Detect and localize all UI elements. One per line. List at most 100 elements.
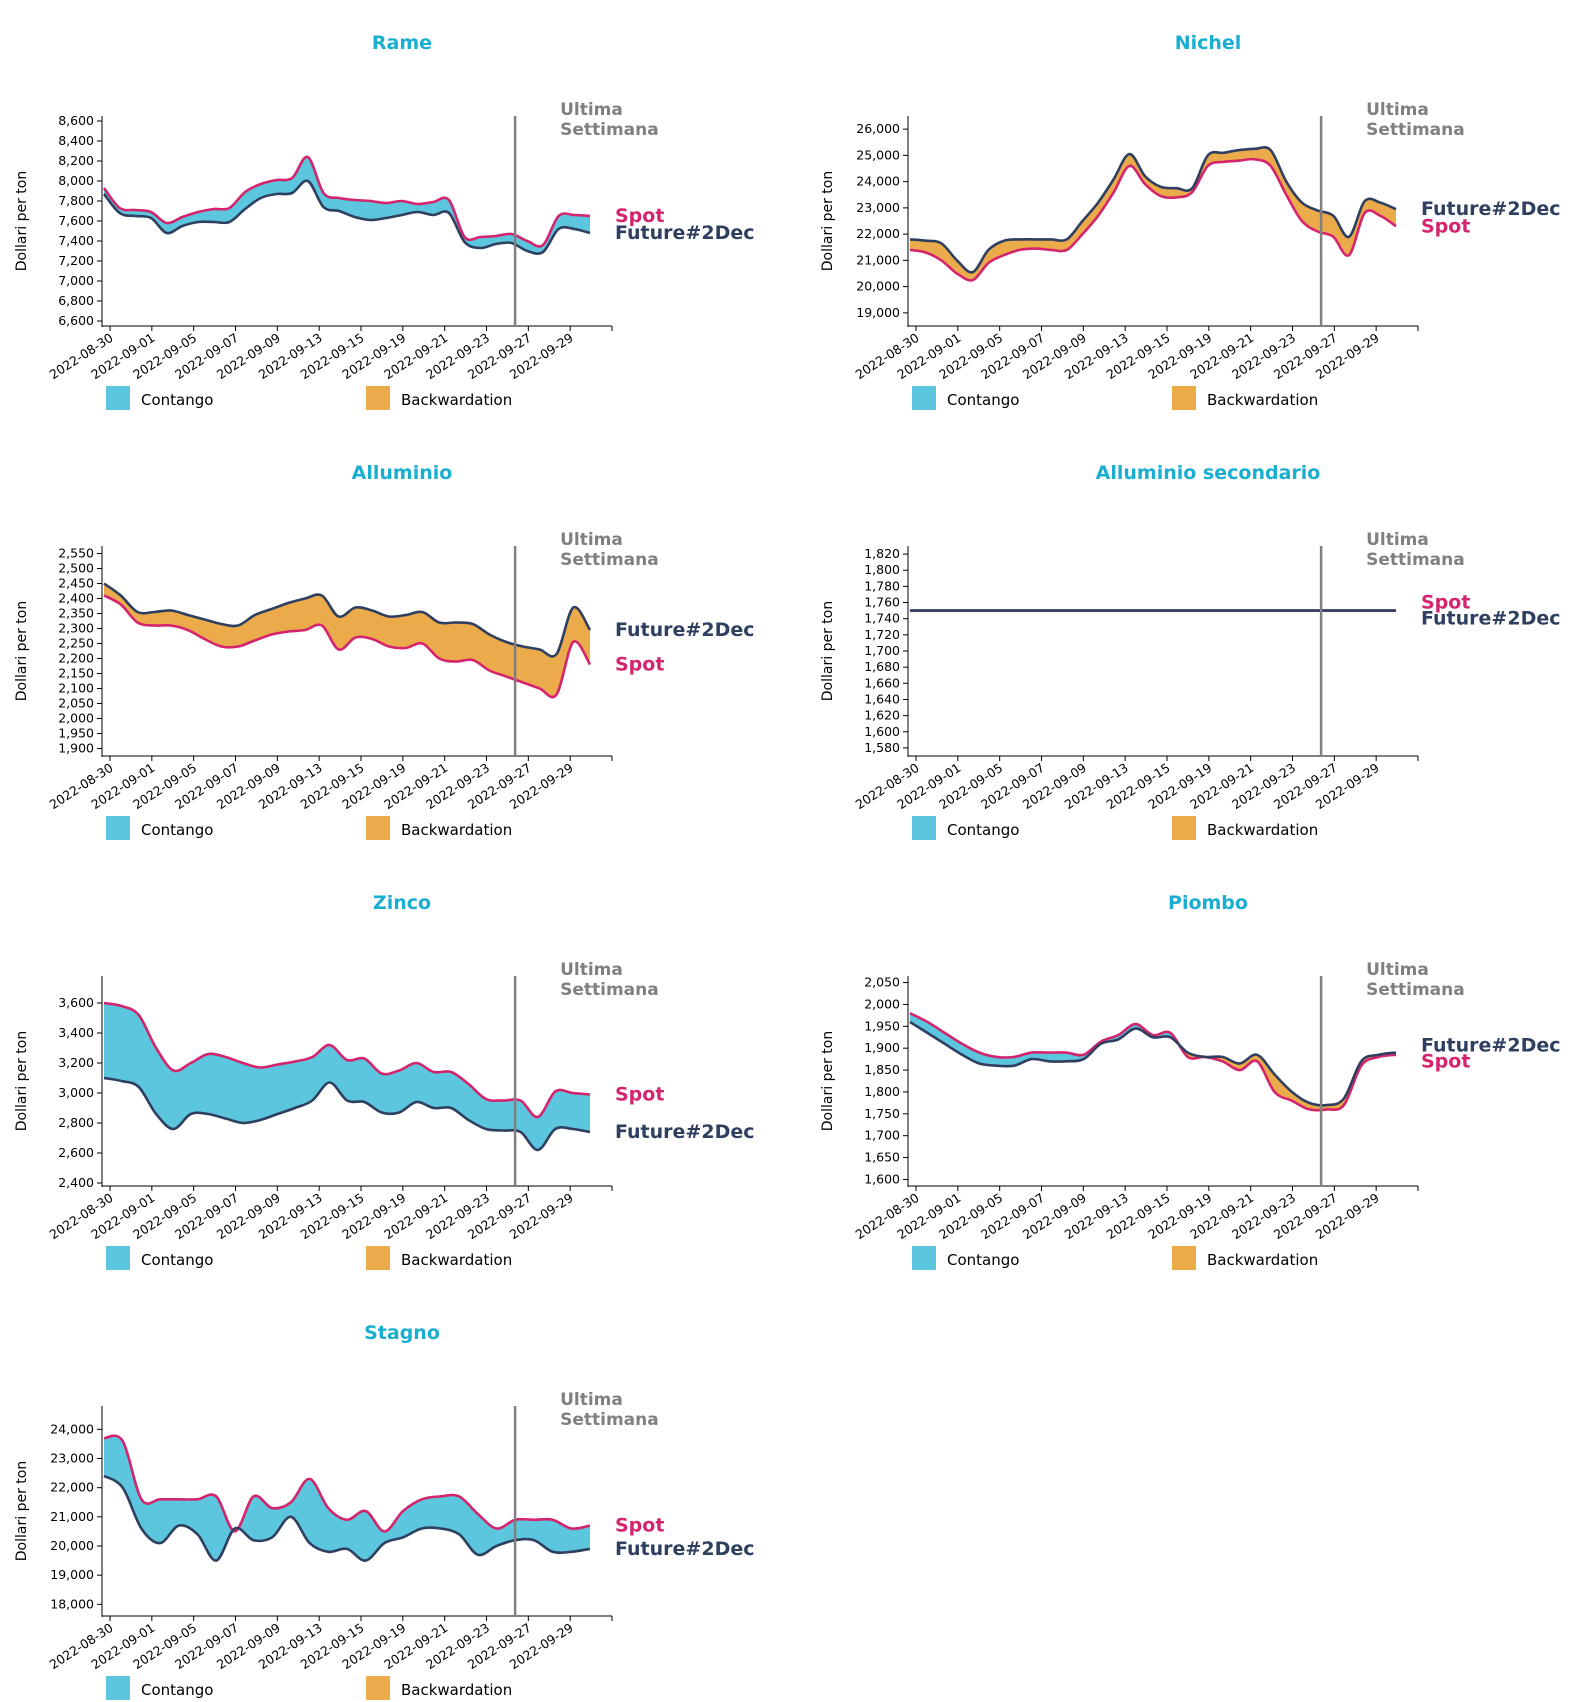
future-line <box>102 179 591 256</box>
y-tick-label: 1,780 <box>864 578 900 593</box>
y-tick-label: 20,000 <box>50 1538 94 1553</box>
legend-contango-label: Contango <box>141 1681 213 1699</box>
y-tick-label: 1,720 <box>864 627 900 642</box>
legend-contango-swatch <box>106 1246 130 1270</box>
legend-backwardation-swatch <box>1172 816 1196 840</box>
y-tick-label: 1,650 <box>864 1150 900 1165</box>
y-tick-label: 22,000 <box>856 226 900 241</box>
y-tick-label: 3,000 <box>58 1085 94 1100</box>
y-tick-label: 3,200 <box>58 1055 94 1070</box>
spot-line <box>103 594 592 699</box>
y-tick-label: 2,350 <box>58 606 94 621</box>
legend-backwardation-label: Backwardation <box>401 821 512 839</box>
legend-contango-swatch <box>912 816 936 840</box>
last-week-label: Settimana <box>1366 120 1465 140</box>
contango-area <box>104 156 590 254</box>
y-tick-label: 7,400 <box>58 233 94 248</box>
legend-backwardation-label: Backwardation <box>401 1251 512 1269</box>
y-tick-label: 6,800 <box>58 293 94 308</box>
future-end-label: Future#2Dec <box>1421 1035 1561 1057</box>
y-tick-label: 2,050 <box>864 975 900 990</box>
last-week-label: Ultima <box>1366 960 1429 980</box>
y-tick-label: 1,700 <box>864 643 900 658</box>
chart-0: Rame Dollari per ton 6,600 6,800 7,000 7,200 7… <box>14 32 755 410</box>
chart-title: Nichel <box>1175 32 1242 54</box>
chart-title: Zinco <box>373 892 431 914</box>
y-tick-label: 1,750 <box>864 1106 900 1121</box>
spot-end-label: Spot <box>1421 215 1470 237</box>
legend-backwardation-swatch <box>1172 386 1196 410</box>
legend-contango-swatch <box>912 386 936 410</box>
future-end-label: Future#2Dec <box>1421 608 1561 630</box>
y-tick-label: 1,600 <box>864 724 900 739</box>
future-end-label: Future#2Dec <box>615 222 755 244</box>
y-tick-label: 2,500 <box>58 561 94 576</box>
y-tick-label: 2,300 <box>58 621 94 636</box>
y-tick-label: 1,760 <box>864 595 900 610</box>
spot-line <box>909 1012 1397 1112</box>
legend-contango-label: Contango <box>947 391 1019 409</box>
last-week-label: Ultima <box>560 1390 623 1410</box>
y-tick-label: 2,450 <box>58 576 94 591</box>
y-tick-label: 1,900 <box>864 1040 900 1055</box>
y-tick-label: 7,000 <box>58 273 94 288</box>
y-tick-label: 2,400 <box>58 591 94 606</box>
y-tick-label: 2,050 <box>58 696 94 711</box>
y-tick-label: 2,200 <box>58 651 94 666</box>
chart-title: Rame <box>372 32 432 54</box>
y-tick-label: 26,000 <box>856 121 900 136</box>
legend-contango-label: Contango <box>947 1251 1019 1269</box>
y-tick-label: 1,580 <box>864 740 900 755</box>
y-axis-label: Dollari per ton <box>14 171 30 271</box>
spot-end-label: Spot <box>615 1084 664 1106</box>
legend-backwardation-label: Backwardation <box>1207 391 1318 409</box>
legend-backwardation-swatch <box>366 1246 390 1270</box>
contango-area <box>104 1003 590 1151</box>
y-tick-label: 23,000 <box>856 200 900 215</box>
last-week-label: Settimana <box>1366 550 1465 570</box>
y-tick-label: 6,600 <box>58 313 94 328</box>
chart-5: Piombo Dollari per ton 1,600 1,650 1,700 1,75… <box>820 892 1561 1270</box>
spot-end-label: Spot <box>615 1515 664 1537</box>
spot-line <box>909 157 1397 282</box>
y-tick-label: 1,950 <box>864 1018 900 1033</box>
last-week-label: Ultima <box>560 100 623 120</box>
y-tick-label: 1,850 <box>864 1062 900 1077</box>
future-line <box>103 1474 591 1562</box>
y-axis-label: Dollari per ton <box>14 1461 30 1561</box>
y-tick-label: 7,600 <box>58 213 94 228</box>
legend-contango-label: Contango <box>141 1251 213 1269</box>
chart-title: Stagno <box>364 1322 440 1344</box>
last-week-label: Settimana <box>560 980 659 1000</box>
spot-line <box>103 1434 591 1533</box>
legend-contango-swatch <box>106 386 130 410</box>
future-line <box>909 146 1397 274</box>
spot-end-label: Spot <box>1421 592 1470 614</box>
legend-contango-swatch <box>106 816 130 840</box>
y-tick-label: 2,000 <box>864 996 900 1011</box>
y-tick-label: 24,000 <box>50 1421 94 1436</box>
chart-title: Alluminio secondario <box>1096 462 1321 484</box>
chart-title: Alluminio <box>352 462 453 484</box>
y-tick-label: 19,000 <box>856 305 900 320</box>
y-tick-label: 8,600 <box>58 113 94 128</box>
future-end-label: Future#2Dec <box>1421 198 1561 220</box>
contango-area <box>104 1435 590 1561</box>
y-tick-label: 2,800 <box>58 1115 94 1130</box>
legend-backwardation-label: Backwardation <box>401 1681 512 1699</box>
last-week-label: Settimana <box>560 120 659 140</box>
backwardation-area <box>910 1021 1396 1111</box>
legend-backwardation-label: Backwardation <box>1207 821 1318 839</box>
last-week-label: Ultima <box>1366 530 1429 550</box>
y-tick-label: 1,820 <box>864 546 900 561</box>
y-tick-label: 21,000 <box>856 252 900 267</box>
last-week-label: Ultima <box>1366 100 1429 120</box>
future-line <box>103 1076 591 1152</box>
y-axis-label: Dollari per ton <box>820 171 836 271</box>
y-tick-label: 1,620 <box>864 708 900 723</box>
y-tick-label: 8,200 <box>58 153 94 168</box>
future-line <box>103 582 592 658</box>
chart-4: Zinco Dollari per ton 2,400 2,600 2,800 3,000… <box>14 892 755 1270</box>
